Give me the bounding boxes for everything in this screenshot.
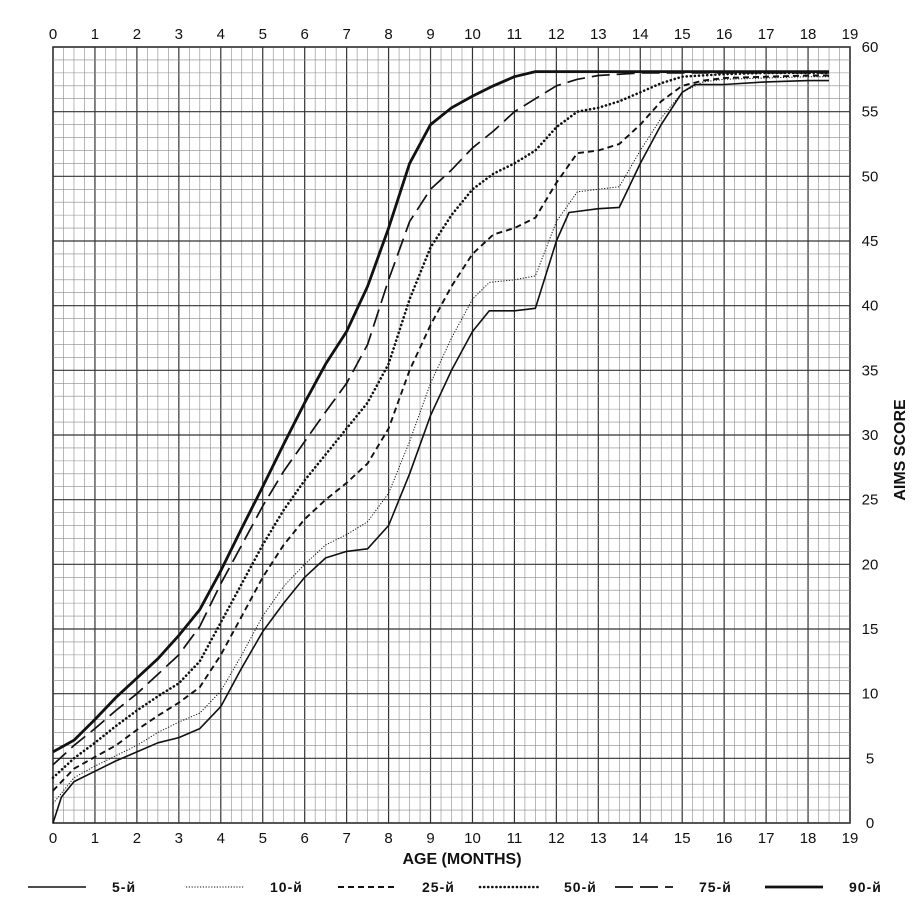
y-tick-label: 5 bbox=[866, 750, 874, 767]
legend-label: 25-й bbox=[422, 879, 455, 895]
y-tick-label: 0 bbox=[866, 815, 874, 832]
legend-label: 50-й bbox=[564, 879, 597, 895]
y-tick-label: 15 bbox=[862, 621, 879, 638]
x-tick-label-top: 2 bbox=[133, 26, 141, 43]
y-tick-label: 60 bbox=[862, 39, 879, 56]
x-tick-label-bottom: 9 bbox=[426, 830, 434, 847]
x-tick-label-top: 12 bbox=[548, 26, 565, 43]
x-tick-label-bottom: 8 bbox=[384, 830, 392, 847]
series-line-10 bbox=[52, 76, 829, 804]
x-tick-label-bottom: 14 bbox=[632, 830, 649, 847]
legend-label: 75-й bbox=[699, 879, 732, 895]
y-axis-title: AIMS SCORE bbox=[892, 399, 909, 501]
series-line-90 bbox=[52, 70, 829, 754]
x-tick-label-top: 0 bbox=[49, 26, 57, 43]
y-tick-label: 35 bbox=[862, 362, 879, 379]
x-tick-label-top: 1 bbox=[91, 26, 99, 43]
x-tick-label-bottom: 7 bbox=[342, 830, 350, 847]
x-axis-title: AGE (MONTHS) bbox=[402, 851, 521, 868]
y-tick-label: 40 bbox=[862, 298, 879, 315]
x-tick-label-bottom: 1 bbox=[91, 830, 99, 847]
x-tick-label-top: 16 bbox=[716, 26, 733, 43]
y-tick-label: 30 bbox=[862, 427, 879, 444]
y-tick-label: 45 bbox=[862, 233, 879, 250]
x-tick-label-bottom: 2 bbox=[133, 830, 141, 847]
series-line-75 bbox=[52, 72, 829, 766]
x-tick-label-top: 10 bbox=[464, 26, 481, 43]
series-line-5 bbox=[52, 79, 829, 824]
x-tick-label-bottom: 16 bbox=[716, 830, 733, 847]
x-tick-label-top: 13 bbox=[590, 26, 607, 43]
x-tick-label-top: 3 bbox=[175, 26, 183, 43]
series-lines bbox=[51, 70, 831, 824]
x-tick-label-top: 8 bbox=[384, 26, 392, 43]
legend-label: 10-й bbox=[270, 879, 303, 895]
x-tick-label-bottom: 17 bbox=[758, 830, 775, 847]
x-tick-label-bottom: 5 bbox=[259, 830, 267, 847]
x-tick-label-bottom: 0 bbox=[49, 830, 57, 847]
x-tick-label-top: 18 bbox=[800, 26, 817, 43]
y-tick-label: 10 bbox=[862, 686, 879, 703]
y-tick-label: 55 bbox=[862, 104, 879, 121]
x-tick-label-top: 5 bbox=[259, 26, 267, 43]
x-tick-label-top: 19 bbox=[842, 26, 859, 43]
y-tick-label: 50 bbox=[862, 168, 879, 185]
legend-label: 90-й bbox=[849, 879, 882, 895]
y-tick-label: 25 bbox=[862, 492, 879, 509]
legend: 5-й 10-й 25-й 50-й 75-й 90-й bbox=[28, 879, 882, 895]
x-tick-label-top: 14 bbox=[632, 26, 649, 43]
x-tick-label-bottom: 12 bbox=[548, 830, 565, 847]
x-tick-label-bottom: 18 bbox=[800, 830, 817, 847]
x-tick-label-top: 11 bbox=[507, 26, 523, 43]
x-tick-label-bottom: 4 bbox=[217, 830, 225, 847]
grid bbox=[52, 46, 851, 824]
x-tick-label-top: 17 bbox=[758, 26, 775, 43]
x-tick-label-top: 7 bbox=[342, 26, 350, 43]
x-tick-label-bottom: 10 bbox=[464, 830, 481, 847]
x-tick-label-bottom: 6 bbox=[301, 830, 309, 847]
y-tick-label: 20 bbox=[862, 556, 879, 573]
x-tick-label-top: 4 bbox=[217, 26, 225, 43]
x-tick-label-bottom: 15 bbox=[674, 830, 691, 847]
x-tick-label-bottom: 19 bbox=[842, 830, 859, 847]
x-tick-label-top: 6 bbox=[301, 26, 309, 43]
y-tick-labels: 0 5 10 15 20 25 30 35 40 45 50 55 60 bbox=[862, 39, 879, 832]
x-tick-label-bottom: 11 bbox=[507, 830, 523, 847]
x-tick-label-bottom: 3 bbox=[175, 830, 183, 847]
legend-label: 5-й bbox=[112, 879, 136, 895]
series-line-25 bbox=[52, 74, 829, 792]
x-tick-label-bottom: 13 bbox=[590, 830, 607, 847]
x-tick-label-top: 9 bbox=[426, 26, 434, 43]
series-line-50 bbox=[51, 71, 831, 779]
x-tick-labels-top: 0 1 2 3 4 5 6 7 8 9 10 11 12 13 14 15 16 17 18 19 bbox=[49, 26, 859, 43]
x-tick-labels-bottom: 0 1 2 3 4 5 6 7 8 9 10 11 12 13 14 15 16 17 18 19 bbox=[49, 830, 859, 847]
x-tick-label-top: 15 bbox=[674, 26, 691, 43]
